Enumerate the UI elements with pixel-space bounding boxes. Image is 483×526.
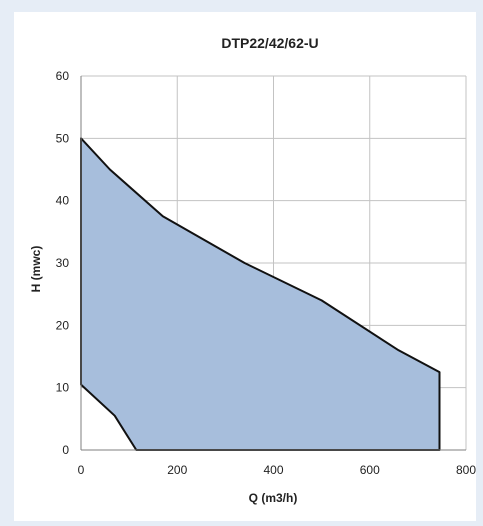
operating-area-0 — [80, 137, 441, 451]
y-tick-labels: 0 10 20 30 40 50 60 — [56, 69, 70, 457]
plot-area — [80, 137, 441, 451]
x-tick-label-1: 200 — [167, 463, 187, 477]
y-tick-label-5: 50 — [56, 131, 70, 145]
x-tick-labels: 0 200 400 600 800 — [78, 463, 476, 477]
x-tick-label-3: 600 — [360, 463, 380, 477]
x-tick-label-2: 400 — [263, 463, 283, 477]
x-tick-label-0: 0 — [78, 463, 85, 477]
y-tick-label-1: 10 — [56, 381, 70, 395]
chart-title: DTP22/42/62-U — [221, 35, 318, 51]
y-tick-label-0: 0 — [62, 443, 69, 457]
y-tick-label-2: 20 — [56, 318, 70, 332]
x-tick-label-4: 800 — [456, 463, 476, 477]
chart: DTP22/42/62-U 0 200 400 600 800 0 10 20 30 40 50 6… — [29, 35, 476, 505]
chart-panel: DTP22/42/62-U 0 200 400 600 800 0 10 20 30 40 50 6… — [14, 12, 476, 521]
y-tick-label-6: 60 — [56, 69, 70, 83]
axes — [80, 76, 466, 451]
y-tick-label-3: 30 — [56, 256, 70, 270]
y-axis-label: H (mwc) — [29, 246, 43, 293]
x-axis-label: Q (m3/h) — [249, 491, 298, 505]
y-tick-label-4: 40 — [56, 194, 70, 208]
